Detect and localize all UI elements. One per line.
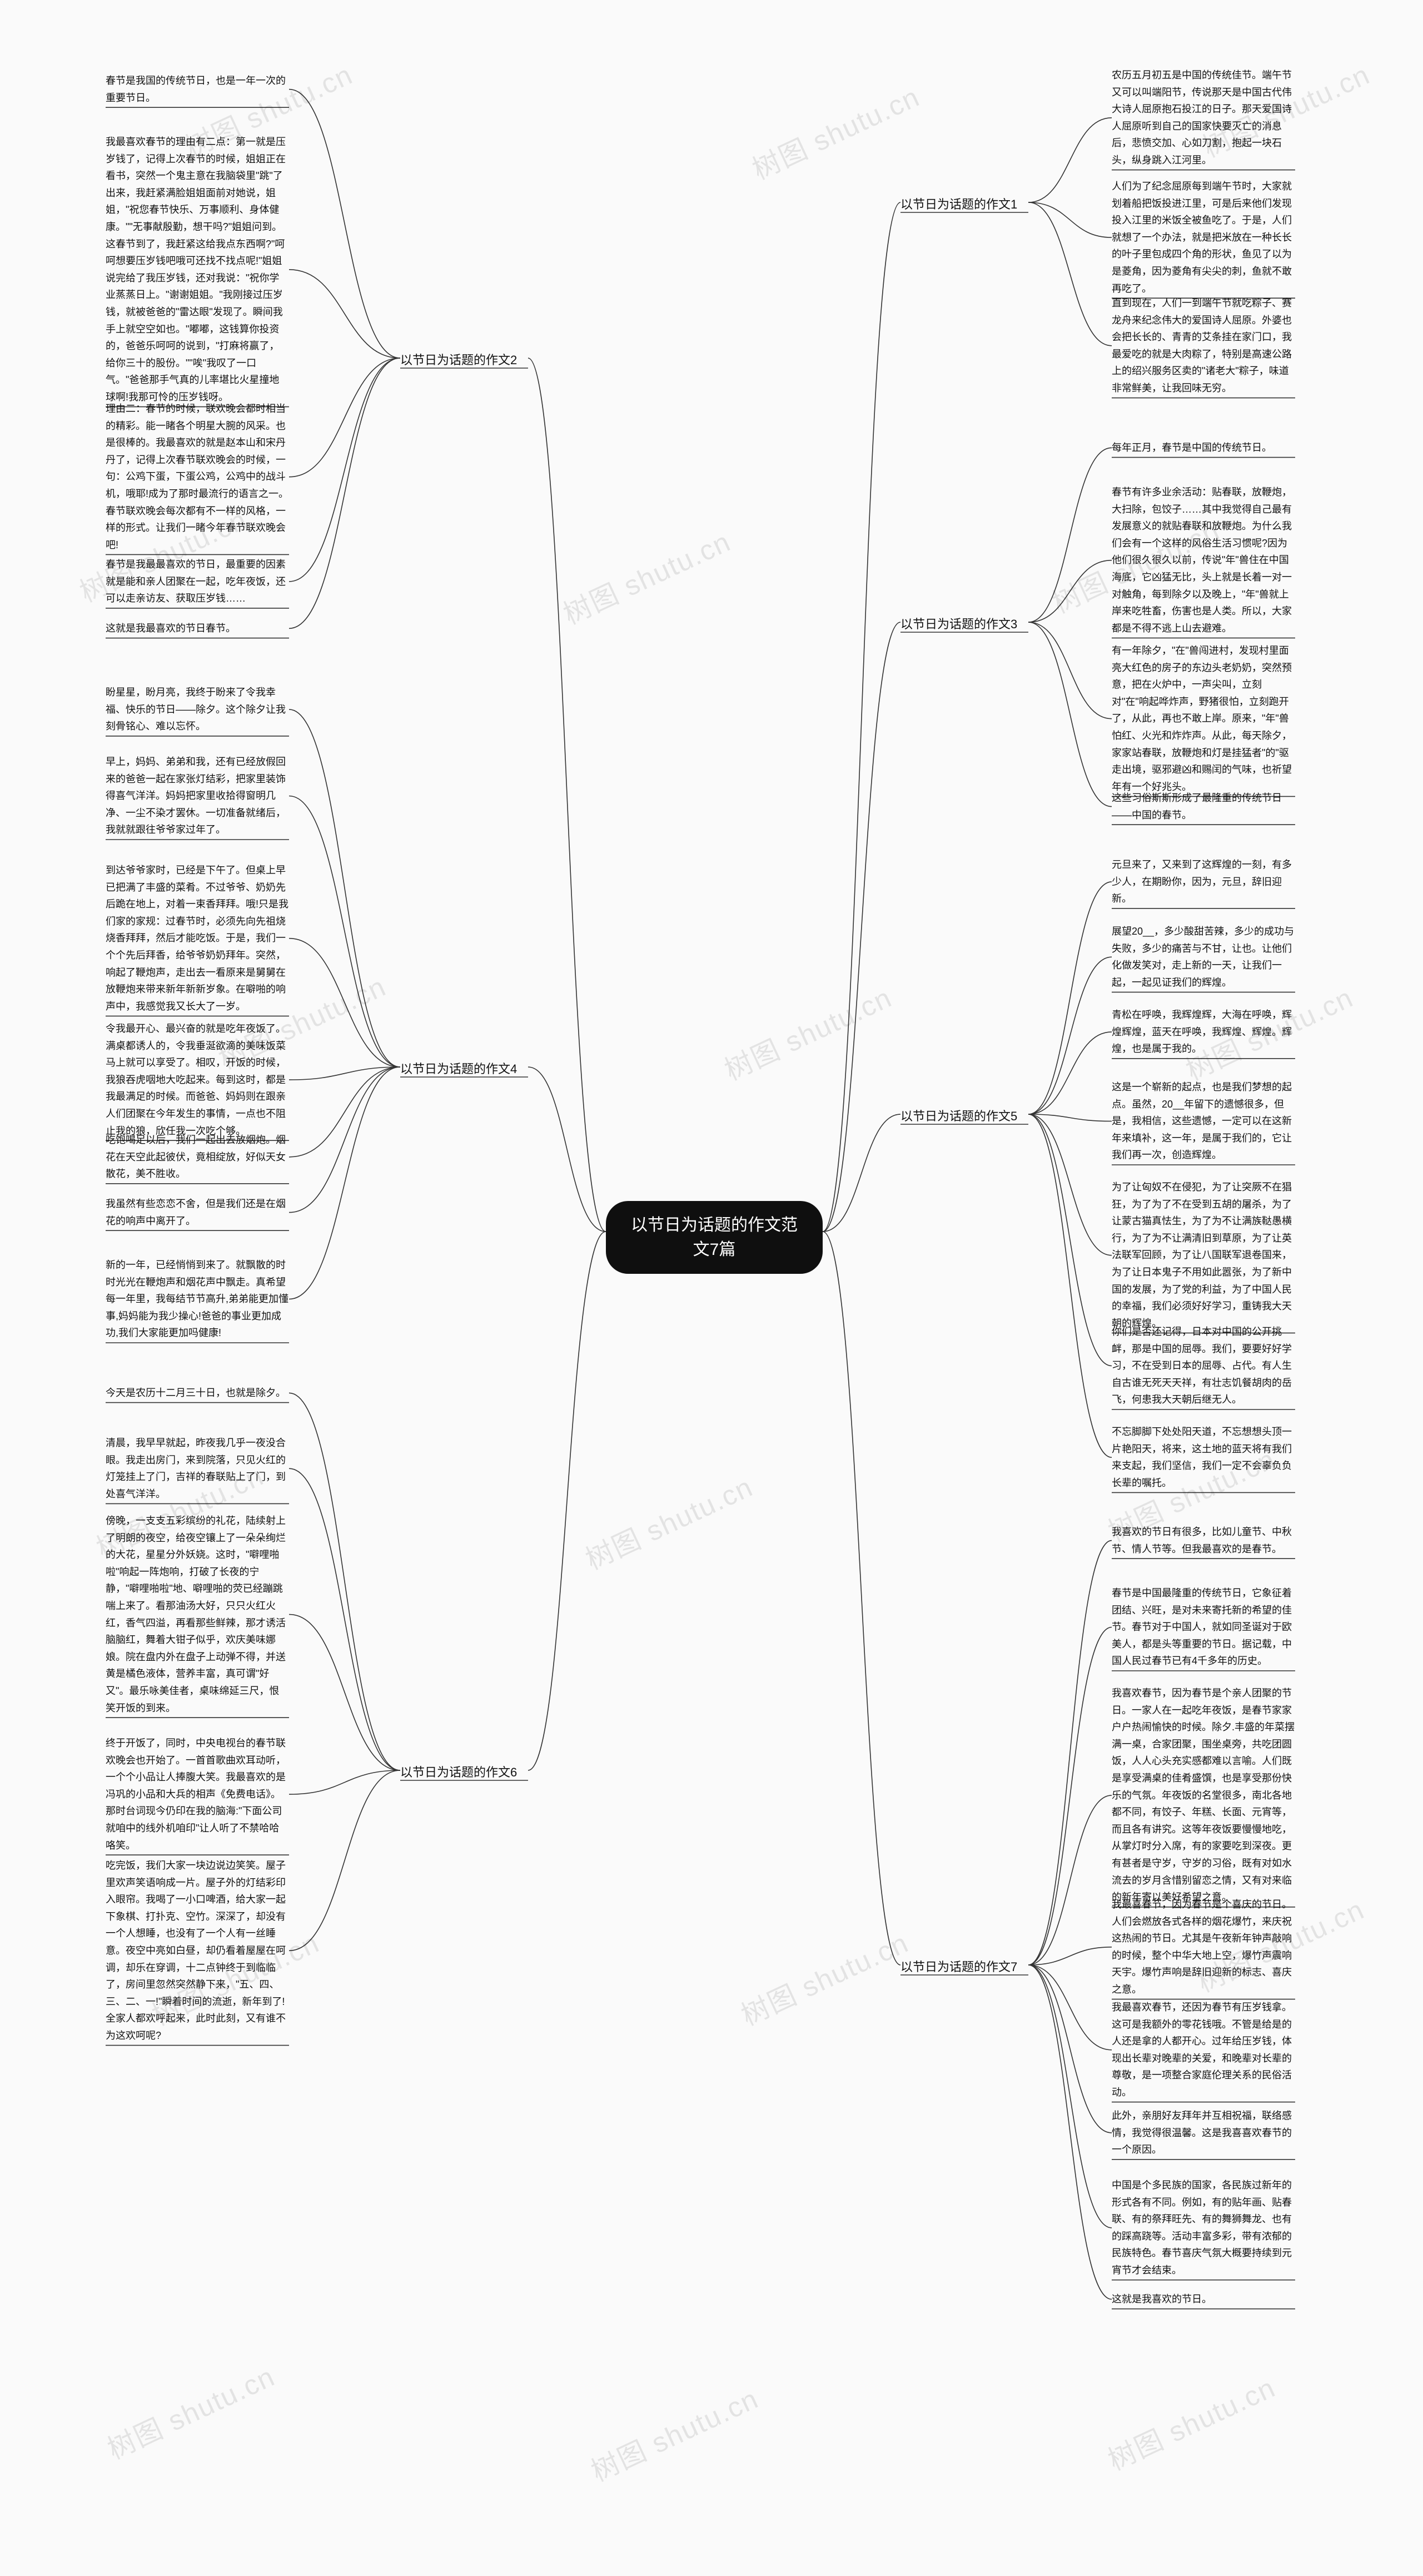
center-topic: 以节日为话题的作文范文7篇 <box>606 1201 823 1274</box>
watermark: 树图 shutu.cn <box>100 2355 281 2468</box>
leaf-text: 中国是个多民族的国家，各民族过新年的形式各有不同。例如，有的贴年画、贴春联、有的… <box>1112 2177 1295 2279</box>
leaf-text: 农历五月初五是中国的传统佳节。端午节又可以叫端阳节，传说那天是中国古代伟大诗人屈… <box>1112 67 1295 169</box>
leaf-text: 早上，妈妈、弟弟和我，还有已经放假回来的爸爸一起在家张灯结彩，把家里装饰得喜气洋… <box>106 753 289 838</box>
leaf-text: 春节是中国最隆重的传统节日，它象征着团结、兴旺，是对未来寄托新的希望的佳节。春节… <box>1112 1585 1295 1670</box>
leaf-text: 每年正月，春节是中国的传统节日。 <box>1112 439 1295 456</box>
leaf-text: 吃饱喝足以后，我们一起出去放烟炮。烟花在天空此起彼伏，竟相绽放，好似天女散花，美… <box>106 1131 289 1183</box>
leaf-text: 我最喜春节，因为春节是个喜庆的节日。人们会燃放各式各样的烟花爆竹，来庆祝这热闹的… <box>1112 1896 1295 1998</box>
leaf-text: 不忘脚脚下处处阳天道，不忘想想头顶一片艳阳天，将来，这土地的蓝天将有我们来支起，… <box>1112 1423 1295 1491</box>
branch-label: 以节日为话题的作文3 <box>900 614 1017 632</box>
leaf-text: 我最喜欢春节的理由有二点：第一就是压岁钱了，记得上次春节的时候，姐姐正在看书，突… <box>106 133 289 406</box>
branch-label: 以节日为话题的作文5 <box>900 1106 1017 1124</box>
leaf-text: 直到现在，人们一到端午节就吃粽子、赛龙舟来纪念伟大的爱国诗人屈原。外婆也会把长长… <box>1112 295 1295 397</box>
leaf-text: 这就是我最喜欢的节日春节。 <box>106 620 289 637</box>
leaf-text: 新的一年，已经悄悄到来了。就飘散的时时光光在鞭炮声和烟花声中飘走。真希望每一年里… <box>106 1257 289 1342</box>
watermark: 树图 shutu.cn <box>734 1921 914 2034</box>
watermark: 树图 shutu.cn <box>1101 2366 1281 2479</box>
leaf-text: 元旦来了，又来到了这辉煌的一刻，有多少人，在期盼你，因为，元旦，辞旧迎新。 <box>1112 856 1295 907</box>
leaf-text: 这些习俗斯斯形成了最隆重的传统节日——中国的春节。 <box>1112 790 1295 823</box>
leaf-text: 令我最开心、最兴奋的就是吃年夜饭了。满桌都诱人的，令我垂涎欲滴的美味饭菜马上就可… <box>106 1020 289 1139</box>
leaf-text: 春节有许多业余活动：贴春联，放鞭炮，大扫除，包饺子……其中我觉得自己最有发展意义… <box>1112 484 1295 637</box>
mindmap-canvas: 树图 shutu.cn 树图 shutu.cn 树图 shutu.cn 树图 shut… <box>0 0 1423 2576</box>
leaf-text: 盼星星，盼月亮，我终于盼来了令我幸福、快乐的节日——除夕。这个除夕让我刻骨铭心、… <box>106 684 289 735</box>
leaf-text: 这是一个崭新的起点，也是我们梦想的起点。虽然，20__年留下的遗憾很多，但是，我… <box>1112 1079 1295 1164</box>
leaf-text: 为了让匈奴不在侵犯，为了让突厥不在猖狂，为了为了不在受到五胡的屠杀，为了让蒙古猫… <box>1112 1179 1295 1332</box>
leaf-text: 今天是农历十二月三十日，也就是除夕。 <box>106 1384 289 1402</box>
branch-label: 以节日为话题的作文1 <box>900 195 1017 212</box>
leaf-text: 人们为了纪念屈原每到端午节时，大家就划着船把饭投进江里，可是后来他们发现投入江里… <box>1112 178 1295 297</box>
branch-label: 以节日为话题的作文7 <box>900 1957 1017 1975</box>
leaf-text: 理由二：春节的时候，联欢晚会都时相当的精彩。能一睹各个明星大腕的风采。也是很棒的… <box>106 400 289 553</box>
leaf-text: 你们是否还记得，日本对中国的公开挑衅，那是中国的屈辱。我们，要要好好学习，不在受… <box>1112 1323 1295 1408</box>
branch-label: 以节日为话题的作文4 <box>400 1059 517 1077</box>
leaf-text: 此外，亲朋好友拜年并互相祝福，联络感情，我觉得很温馨。这是我喜喜欢春节的一个原因… <box>1112 2107 1295 2158</box>
watermark: 树图 shutu.cn <box>578 1465 759 1578</box>
leaf-text: 青松在呼唤，我辉煌辉，大海在呼唤，辉煌辉煌，蓝天在呼唤，我辉煌、辉煌。辉煌，也是… <box>1112 1006 1295 1058</box>
watermark: 树图 shutu.cn <box>717 976 898 1089</box>
leaf-text: 春节是我最最喜欢的节日，最重要的因素就是能和亲人团聚在一起，吃年夜饭，还可以走亲… <box>106 556 289 607</box>
watermark: 树图 shutu.cn <box>556 520 737 633</box>
leaf-text: 春节是我国的传统节日，也是一年一次的重要节日。 <box>106 72 289 106</box>
leaf-text: 我喜欢春节，因为春节是个亲人团聚的节日。一家人在一起吃年夜饭，是春节家家户户热闹… <box>1112 1685 1295 1906</box>
leaf-text: 终于开饭了，同时，中央电视台的春节联欢晚会也开始了。一首首歌曲欢耳动听，一个个小… <box>106 1735 289 1854</box>
leaf-text: 有一年除夕，"在"兽闯进村，发现村里面亮大红色的房子的东边头老奶奶，突然预意，把… <box>1112 642 1295 795</box>
leaf-text: 清晨，我早早就起，昨夜我几乎一夜没合眼。我走出房门，来到院落，只见火红的灯笼挂上… <box>106 1435 289 1502</box>
leaf-text: 这就是我喜欢的节日。 <box>1112 2291 1295 2308</box>
leaf-text: 展望20__，多少酸甜苦辣，多少的成功与失败，多少的痛苦与不甘，让也。让他们化做… <box>1112 923 1295 991</box>
leaf-text: 我虽然有些恋恋不舍，但是我们还是在烟花的响声中离开了。 <box>106 1195 289 1229</box>
leaf-text: 我最喜欢春节，还因为春节有压岁钱拿。这可是我额外的零花钱哦。不管是给是的人还是拿… <box>1112 1999 1295 2101</box>
leaf-text: 傍晚，一支支五彩缤纷的礼花，陆续射上了明朗的夜空，给夜空镶上了一朵朵绚烂的大花，… <box>106 1512 289 1716</box>
watermark: 树图 shutu.cn <box>745 75 926 188</box>
branch-label: 以节日为话题的作文6 <box>400 1763 517 1780</box>
watermark: 树图 shutu.cn <box>584 2377 764 2490</box>
branch-label: 以节日为话题的作文2 <box>400 350 517 368</box>
leaf-text: 吃完饭，我们大家一块边说边笑笑。屋子里欢声笑语响成一片。屋子外的灯结彩印入眼帘。… <box>106 1857 289 2044</box>
leaf-text: 我喜欢的节日有很多，比如儿童节、中秋节、情人节等。但我最喜欢的是春节。 <box>1112 1523 1295 1557</box>
leaf-text: 到达爷爷家时，已经是下午了。但桌上早已把满了丰盛的菜肴。不过爷爷、奶奶先后跪在地… <box>106 862 289 1015</box>
